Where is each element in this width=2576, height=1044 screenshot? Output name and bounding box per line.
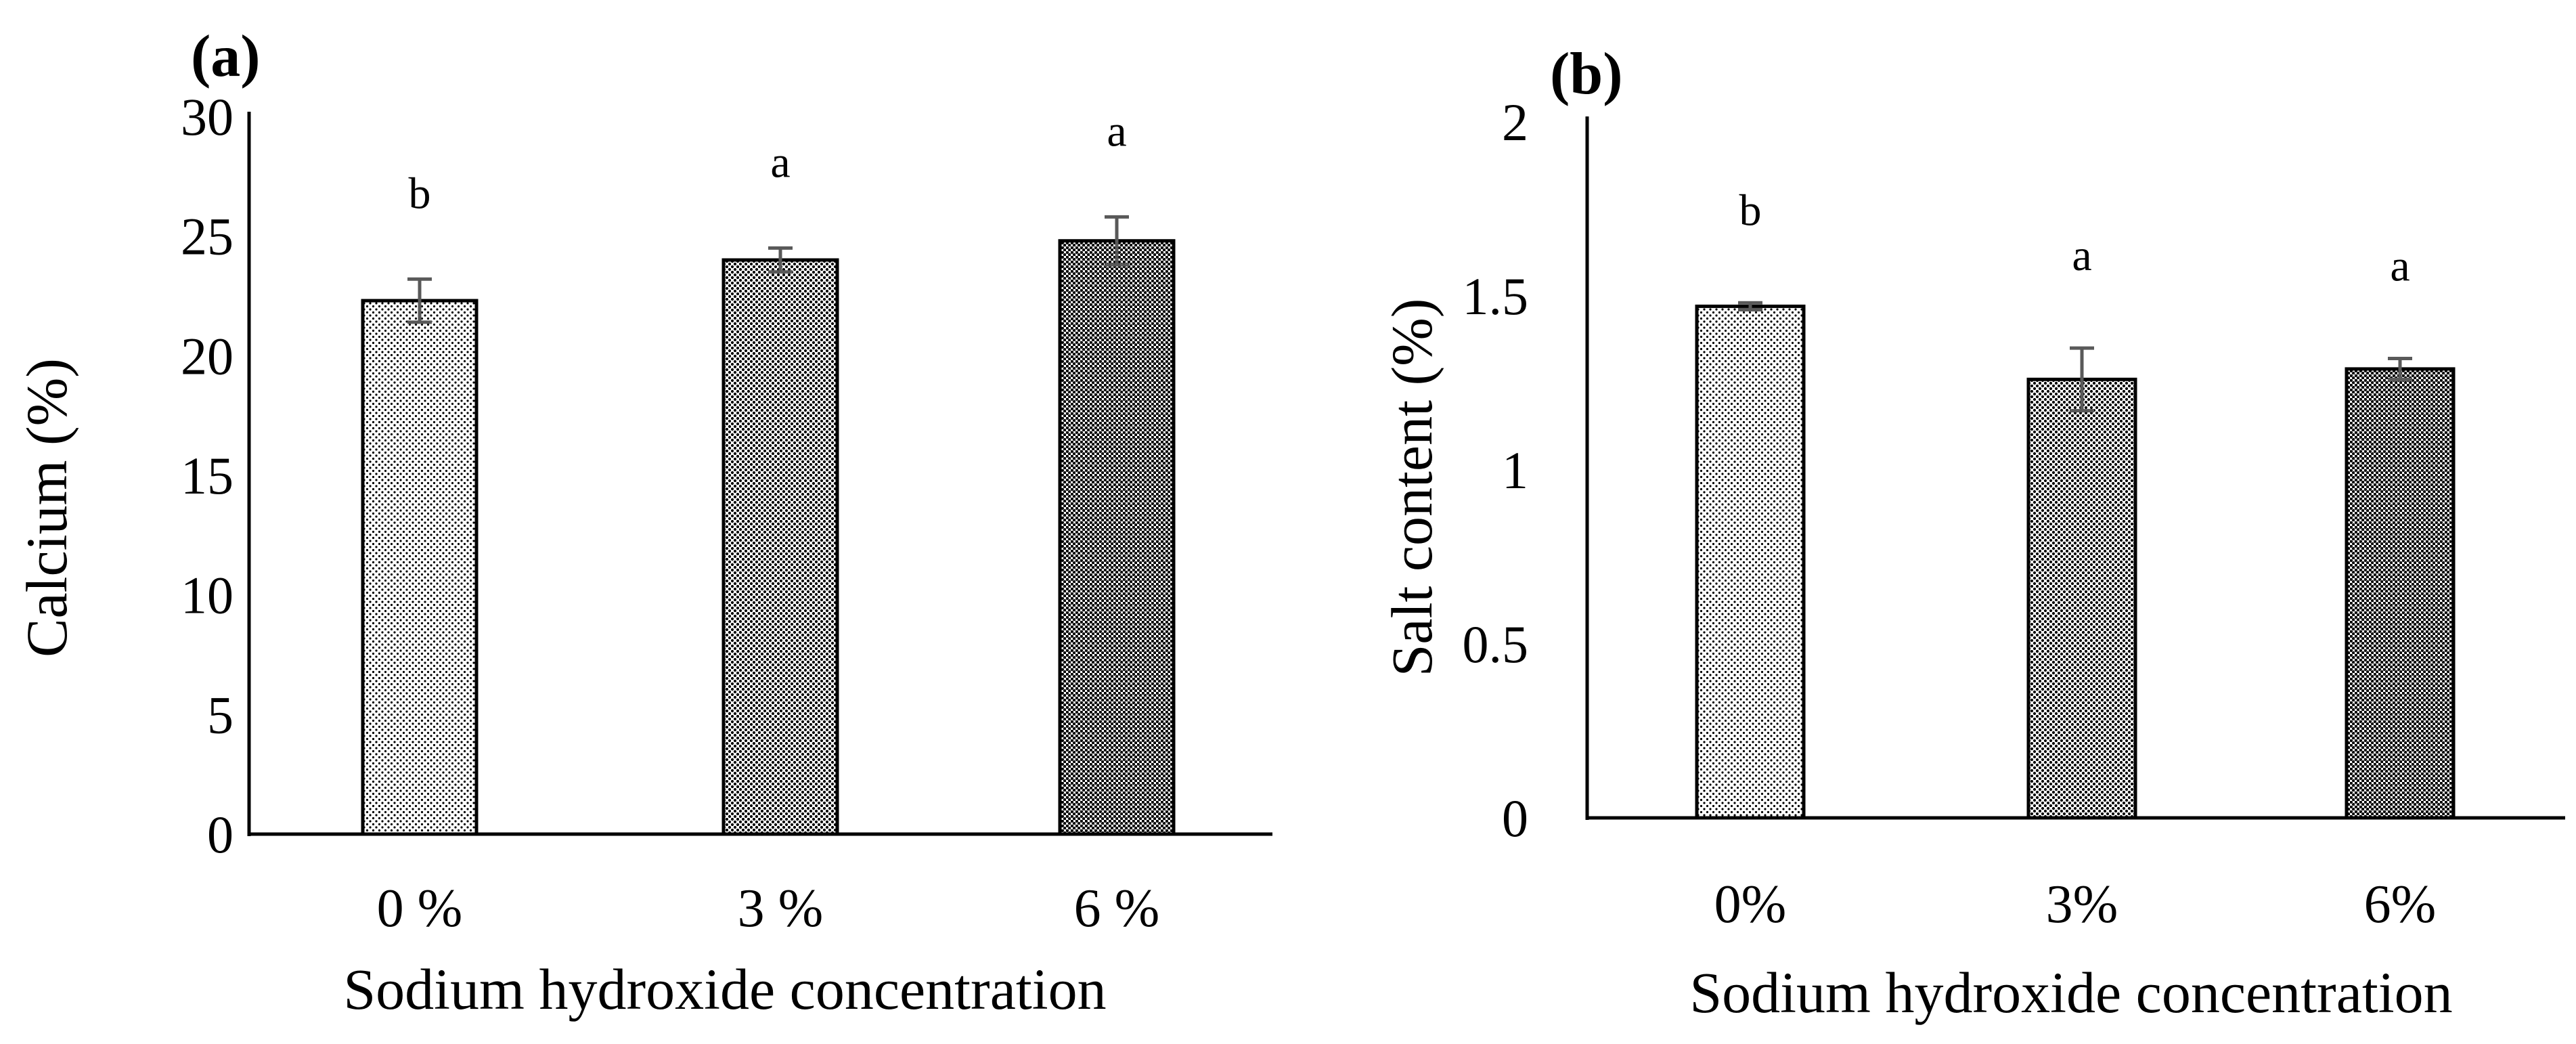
x-category-label: 3% — [2046, 875, 2118, 934]
x-category-label: 0 % — [377, 879, 463, 938]
y-tick-label: 15 — [181, 446, 234, 505]
chart-panel-a: (a) 0 5 10 15 20 25 30 b a a 0 % 3 % 6 % Sodium hy… — [14, 24, 1272, 1022]
y-tick-label: 30 — [181, 87, 234, 146]
x-category-label: 6% — [2364, 875, 2437, 934]
y-tick-label: 2 — [1502, 93, 1528, 152]
bar — [2026, 377, 2137, 820]
y-tick-label: 0 — [1502, 789, 1528, 848]
bar — [1695, 304, 1806, 820]
y-tick-label: 10 — [181, 566, 234, 625]
x-category-labels: 0 % 3 % 6 % — [377, 879, 1160, 938]
x-category-label: 3 % — [738, 879, 824, 938]
y-tick-label: 1.5 — [1463, 267, 1529, 326]
x-axis-title: Sodium hydroxide concentration — [343, 957, 1106, 1022]
y-tick-labels: 0 5 10 15 20 25 30 — [181, 87, 234, 864]
x-category-labels: 0% 3% 6% — [1714, 875, 2437, 934]
significance-letter: a — [770, 137, 790, 187]
x-axis-title: Sodium hydroxide concentration — [1689, 960, 2452, 1025]
bars: b a a — [361, 106, 1176, 836]
y-tick-label: 25 — [181, 207, 234, 266]
significance-letter: a — [1107, 106, 1126, 156]
y-axis-title: Calcium (%) — [14, 358, 79, 657]
bar — [2345, 367, 2456, 820]
significance-letter: a — [2390, 242, 2410, 291]
bar — [1058, 239, 1176, 836]
panel-label: (a) — [191, 24, 261, 89]
significance-letter: a — [2072, 231, 2091, 280]
panel-label: (b) — [1550, 41, 1623, 107]
significance-letter: b — [409, 169, 431, 218]
bar — [361, 299, 479, 836]
significance-letter: b — [1739, 186, 1762, 235]
bars: b a a — [1695, 186, 2456, 820]
x-category-label: 0% — [1714, 875, 1787, 934]
chart-panel-b: (b) 0 0.5 1 1.5 2 b a a 0% 3% 6% Sodium hydroxid… — [1379, 41, 2565, 1025]
y-axis-title: Salt content (%) — [1379, 299, 1444, 677]
y-tick-labels: 0 0.5 1 1.5 2 — [1463, 93, 1529, 848]
bar — [721, 258, 839, 836]
y-tick-label: 0.5 — [1463, 615, 1529, 674]
y-tick-label: 20 — [181, 326, 234, 385]
y-tick-label: 0 — [207, 805, 234, 864]
y-tick-label: 1 — [1502, 441, 1528, 500]
y-tick-label: 5 — [207, 685, 234, 744]
x-category-label: 6 % — [1074, 879, 1160, 938]
